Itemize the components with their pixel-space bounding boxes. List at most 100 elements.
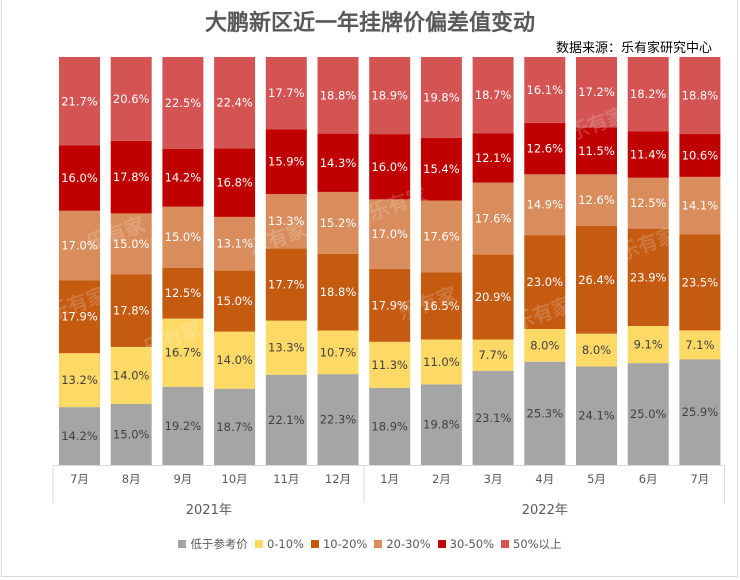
x-group-label: 2021年: [186, 503, 232, 518]
bar-segment: [472, 133, 514, 183]
data-label: 26.4%: [578, 273, 615, 287]
data-label: 8.0%: [530, 338, 559, 352]
bars-layer: 14.2% 13.2% 17.9% 17.0% 16.0% 21.7% 15.0% 14.0%…: [59, 57, 721, 465]
bar-segment: [627, 326, 669, 364]
bar-segment: [265, 129, 307, 195]
bar-segment: [679, 177, 721, 235]
bar-segment: [524, 57, 566, 123]
bar-segment: [317, 57, 359, 134]
legend-item: 10-20%: [310, 537, 367, 551]
legend-item: 30-50%: [437, 537, 494, 551]
bar-segment: [420, 272, 462, 340]
data-label: 18.7%: [216, 420, 253, 434]
x-tick-label: 12月: [325, 472, 351, 486]
legend-item: 50%以上: [501, 536, 562, 552]
bar-segment: [265, 57, 307, 130]
legend-swatch: [254, 540, 263, 548]
data-label: 12.1%: [475, 151, 512, 165]
data-label: 8.0%: [582, 343, 611, 357]
data-label: 14.9%: [527, 198, 564, 212]
x-tick-label: 10月: [222, 472, 248, 486]
data-label: 25.0%: [630, 407, 667, 421]
bar-segment: [214, 331, 256, 389]
data-label: 10.6%: [682, 148, 719, 162]
data-label: 7.7%: [478, 348, 507, 362]
bar-segment: [265, 194, 307, 249]
data-label: 18.9%: [371, 419, 408, 433]
bar-segment: [576, 57, 617, 128]
bar-segment: [679, 330, 721, 360]
bar-segment: [627, 363, 669, 465]
bar-segment: [110, 57, 152, 141]
x-tick-label: 3月: [484, 472, 503, 486]
data-label: 12.5%: [630, 196, 667, 210]
data-label: 11.3%: [371, 358, 408, 372]
bar-segment: [59, 57, 100, 146]
bar-segment: [472, 182, 514, 255]
x-tick-label: 8月: [122, 472, 141, 486]
bar-segment: [420, 200, 462, 273]
x-tick-label: 4月: [535, 472, 554, 486]
data-label: 11.5%: [578, 144, 615, 158]
bar-segment: [524, 329, 566, 362]
bar-segment: [214, 216, 256, 271]
bar-segment: [162, 318, 204, 387]
bar-segment: [627, 57, 669, 132]
data-label: 15.9%: [268, 155, 305, 169]
bar-segment: [679, 57, 721, 134]
bar-segment: [679, 133, 721, 177]
data-label: 17.8%: [113, 170, 150, 184]
bar-segment: [627, 177, 669, 229]
bar-segment: [317, 330, 359, 375]
x-tick-label: 2月: [432, 472, 451, 486]
data-label: 14.1%: [682, 199, 719, 213]
data-label: 14.0%: [113, 368, 150, 382]
data-label: 16.0%: [371, 160, 408, 174]
data-label: 16.1%: [527, 83, 564, 97]
bar-segment: [369, 57, 411, 135]
data-label: 12.5%: [165, 286, 202, 300]
data-label: 15.4%: [423, 162, 460, 176]
data-label: 25.3%: [527, 406, 564, 420]
bar-segment: [59, 353, 100, 408]
bar-segment: [317, 253, 359, 331]
x-tick-label: 6月: [639, 472, 658, 486]
data-label: 17.0%: [61, 239, 98, 253]
bar-segment: [420, 339, 462, 385]
bar-segment: [317, 191, 359, 254]
bar-segment: [369, 134, 411, 200]
data-label: 10.7%: [320, 345, 357, 359]
x-tick-label: 7月: [690, 472, 709, 486]
data-label: 25.9%: [682, 405, 719, 419]
bar-segment: [576, 333, 617, 367]
data-label: 23.5%: [682, 275, 719, 289]
chart-legend: 低于参考价 0-10% 10-20% 20-30% 30-50% 50%以上: [0, 536, 740, 552]
x-axis: 7月 8月 9月 10月 11月 12月 1月 2月 3月 4月 5月 6月 7月 2021年 2022年: [52, 465, 725, 518]
data-label: 13.3%: [268, 214, 305, 228]
legend-label: 低于参考价: [190, 537, 248, 551]
bar-segment: [369, 387, 411, 465]
data-label: 13.3%: [268, 341, 305, 355]
legend-label: 30-50%: [449, 537, 494, 551]
bar-segment: [472, 254, 514, 340]
bar-segment: [162, 57, 204, 149]
bar-segment: [576, 366, 617, 465]
bar-segment: [265, 374, 307, 465]
data-label: 24.1%: [578, 409, 615, 423]
data-label: 23.1%: [475, 411, 512, 425]
legend-item: 低于参考价: [178, 536, 248, 552]
legend-swatch: [437, 540, 446, 548]
bar-segment: [576, 127, 617, 175]
bar-segment: [59, 145, 100, 211]
bar-segment: [214, 270, 256, 332]
data-label: 12.6%: [578, 193, 615, 207]
data-label: 18.8%: [320, 285, 357, 299]
bar-segment: [59, 210, 100, 281]
x-tick-label: 1月: [380, 472, 399, 486]
data-label: 15.0%: [165, 230, 202, 244]
bar-segment: [369, 341, 411, 388]
data-label: 18.8%: [320, 88, 357, 102]
data-label: 17.0%: [371, 227, 408, 241]
data-label: 14.2%: [61, 429, 98, 443]
